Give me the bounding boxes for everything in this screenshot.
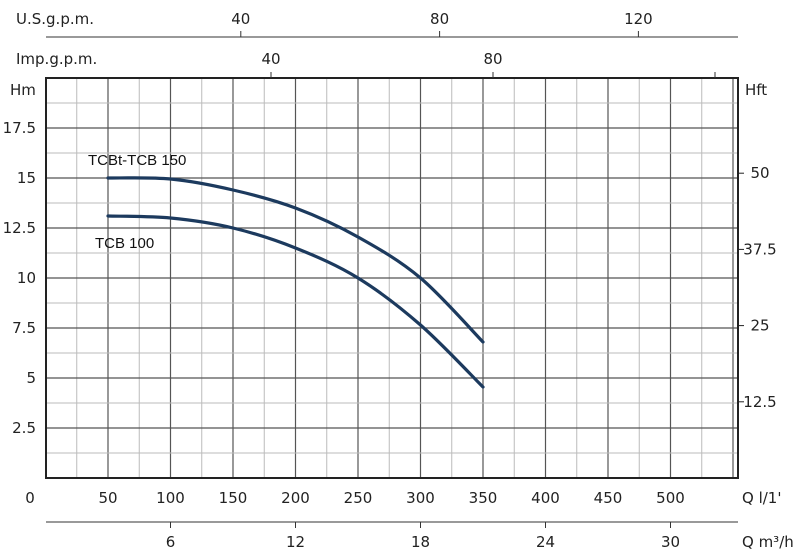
y-tick-label: 12.5	[3, 219, 36, 237]
x-tick-label: 50	[98, 489, 117, 507]
x-tick-label: 400	[531, 489, 560, 507]
grid	[46, 78, 738, 478]
y-tick-label: 5	[26, 369, 36, 387]
series-label-tcbt-150: TCBt-TCB 150	[88, 152, 186, 169]
x-bottom-label: Q l/1'	[742, 489, 781, 507]
x-secondary-tick-label: 30	[661, 533, 680, 551]
x-tick-label: 450	[594, 489, 623, 507]
series-group	[106, 176, 485, 389]
y-right-tick-label: 50	[750, 164, 769, 182]
y-tick-label: 17.5	[3, 119, 36, 137]
x-tick-label: 500	[656, 489, 685, 507]
x-tick-label: 300	[406, 489, 435, 507]
series-curve-1	[106, 214, 485, 389]
x-top-us-tick-label: 120	[624, 10, 653, 28]
y-tick-label: 15	[17, 169, 36, 187]
x-secondary-label: Q m³/h	[742, 533, 794, 551]
y-right-tick-label: 12.5	[743, 393, 776, 411]
x-top-us-tick-label: 80	[430, 10, 449, 28]
plot-frame	[45, 77, 739, 479]
y-right-tick-label: 37.5	[743, 240, 776, 258]
x-tick-label: 250	[344, 489, 373, 507]
x-top-us-label: U.S.g.p.m.	[16, 10, 94, 28]
x-secondary-tick-label: 24	[536, 533, 555, 551]
x-secondary-tick-label: 12	[286, 533, 305, 551]
y-right-tick-label: 25	[750, 317, 769, 335]
y-tick-label: 10	[17, 269, 36, 287]
x-tick-label: 200	[281, 489, 310, 507]
y-tick-label: 2.5	[12, 419, 36, 437]
y-left-label: Hm	[10, 81, 36, 99]
y-right-label: Hft	[745, 81, 767, 99]
x-top-imp-tick-label: 80	[483, 50, 502, 68]
x-top-imp-tick-label: 40	[261, 50, 280, 68]
y-tick-label: 7.5	[12, 319, 36, 337]
series-curve-0	[106, 176, 485, 344]
x-tick-label: 0	[25, 489, 35, 507]
x-top-us-tick-label: 40	[231, 10, 250, 28]
series-label-tcb-100: TCB 100	[95, 235, 154, 252]
x-top-imp-label: Imp.g.p.m.	[16, 50, 97, 68]
x-tick-label: 150	[219, 489, 248, 507]
x-tick-label: 350	[469, 489, 498, 507]
x-secondary-tick-label: 6	[166, 533, 176, 551]
x-tick-label: 100	[156, 489, 185, 507]
x-secondary-tick-label: 18	[411, 533, 430, 551]
